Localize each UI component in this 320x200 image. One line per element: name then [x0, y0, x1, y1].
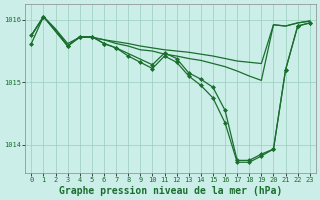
X-axis label: Graphe pression niveau de la mer (hPa): Graphe pression niveau de la mer (hPa): [59, 186, 282, 196]
